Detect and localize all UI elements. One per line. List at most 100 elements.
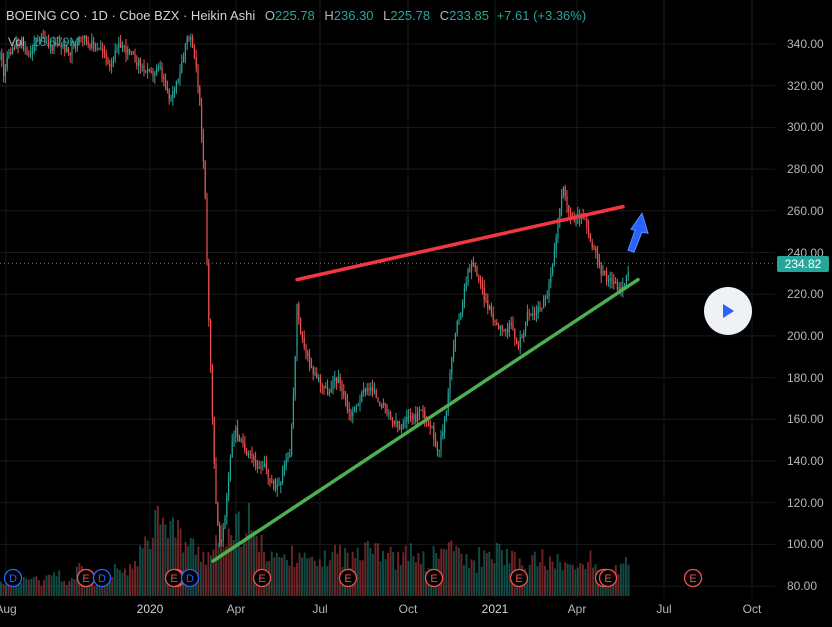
volume-bar [169, 520, 172, 596]
volume-bar [473, 560, 476, 596]
low-label: L [383, 8, 391, 23]
candle-body [125, 46, 127, 55]
candle-body [483, 287, 485, 301]
volume-bar [407, 560, 410, 596]
candle-body [154, 73, 156, 76]
candle-body [120, 42, 122, 48]
candle-body [489, 306, 491, 310]
candle-body [53, 42, 55, 51]
volume-bar [270, 551, 273, 596]
candle-body [168, 90, 170, 100]
event-marker [424, 568, 444, 588]
volume-bar [503, 565, 506, 596]
candle-body [247, 453, 249, 455]
candle-body [91, 40, 93, 49]
volume-bar [619, 563, 622, 596]
volume-bar [546, 569, 549, 596]
volume-bar [447, 542, 450, 596]
candle-body [345, 395, 347, 400]
volume-bar [48, 574, 51, 596]
candle-body [141, 66, 143, 68]
candle-body [433, 426, 435, 440]
candle-body [526, 312, 528, 322]
volume-bar [331, 552, 334, 596]
candle-body [485, 300, 487, 302]
price-tick-label: 140.00 [787, 454, 824, 468]
candle-body [84, 35, 86, 39]
candle-body [172, 90, 174, 98]
candle-body [336, 378, 338, 383]
close-value: 233.85 [449, 8, 489, 23]
price-tick-label: 340.00 [787, 37, 824, 51]
event-marker-label: D [98, 573, 106, 585]
candle-body [271, 482, 273, 484]
volume-bar [455, 545, 458, 596]
volume-bar [538, 562, 541, 596]
candle-body [406, 416, 408, 422]
candle-body [377, 397, 379, 402]
volume-bar [27, 579, 30, 596]
candle-body [523, 332, 525, 338]
volume-bar [247, 502, 250, 596]
candle-body [467, 269, 469, 283]
volume-bar [242, 539, 245, 596]
candle-body [219, 525, 221, 542]
volume-bar [493, 563, 496, 596]
volume-bar [75, 566, 78, 596]
volume-legend[interactable]: Vol 16.579M [8, 35, 79, 49]
candle-body [201, 105, 203, 135]
candle-body [499, 325, 501, 329]
volume-bar [255, 536, 258, 596]
volume-bar [296, 562, 298, 596]
price-tick-label: 280.00 [787, 162, 824, 177]
candle-body [476, 268, 478, 277]
candle-body [42, 36, 44, 38]
candle-body [438, 449, 440, 451]
candle-body [75, 44, 77, 49]
candle-body [287, 457, 289, 460]
volume-bar [397, 551, 400, 596]
candle-body [184, 44, 186, 57]
candle-body [253, 455, 255, 460]
candle-body [480, 280, 482, 283]
candle-body [21, 42, 23, 44]
candle-body [260, 467, 262, 469]
volume-bar [460, 553, 463, 596]
candle-body [73, 47, 75, 49]
candle-body [195, 57, 197, 68]
candle-body [300, 319, 302, 334]
candle-body [309, 356, 311, 365]
volume-bar [192, 538, 195, 596]
volume-bar [316, 566, 319, 596]
candle-body [244, 443, 246, 451]
volume-bar [146, 540, 149, 596]
event-marker [92, 568, 112, 588]
volume-bar [465, 554, 468, 596]
volume-bar [7, 581, 10, 596]
event-marker-label: E [82, 573, 89, 585]
volume-bar [204, 564, 207, 596]
play-button[interactable] [704, 287, 752, 335]
time-tick-label: Jul [656, 602, 672, 616]
symbol-info[interactable]: BOEING CO · 1D · Cboe BZX · Heikin Ashi [6, 8, 256, 23]
candle-body [478, 276, 480, 281]
volume-bar [306, 558, 309, 596]
candle-body [289, 454, 291, 458]
volume-bar [283, 554, 286, 596]
price-tick-label: 300.00 [787, 120, 824, 135]
candle-body [94, 45, 96, 49]
volume-bar [123, 568, 126, 596]
candle-body [395, 421, 397, 424]
candle-body [150, 71, 152, 73]
time-tick-label: Apr [567, 602, 587, 616]
volume-bar [134, 560, 137, 596]
candle-body [550, 273, 552, 283]
volume-bar [50, 575, 53, 596]
candle-body [249, 453, 251, 455]
event-marker-label: E [258, 573, 265, 585]
candle-body [139, 59, 141, 67]
volume-bar [584, 568, 587, 596]
open-value: 225.78 [274, 8, 315, 23]
